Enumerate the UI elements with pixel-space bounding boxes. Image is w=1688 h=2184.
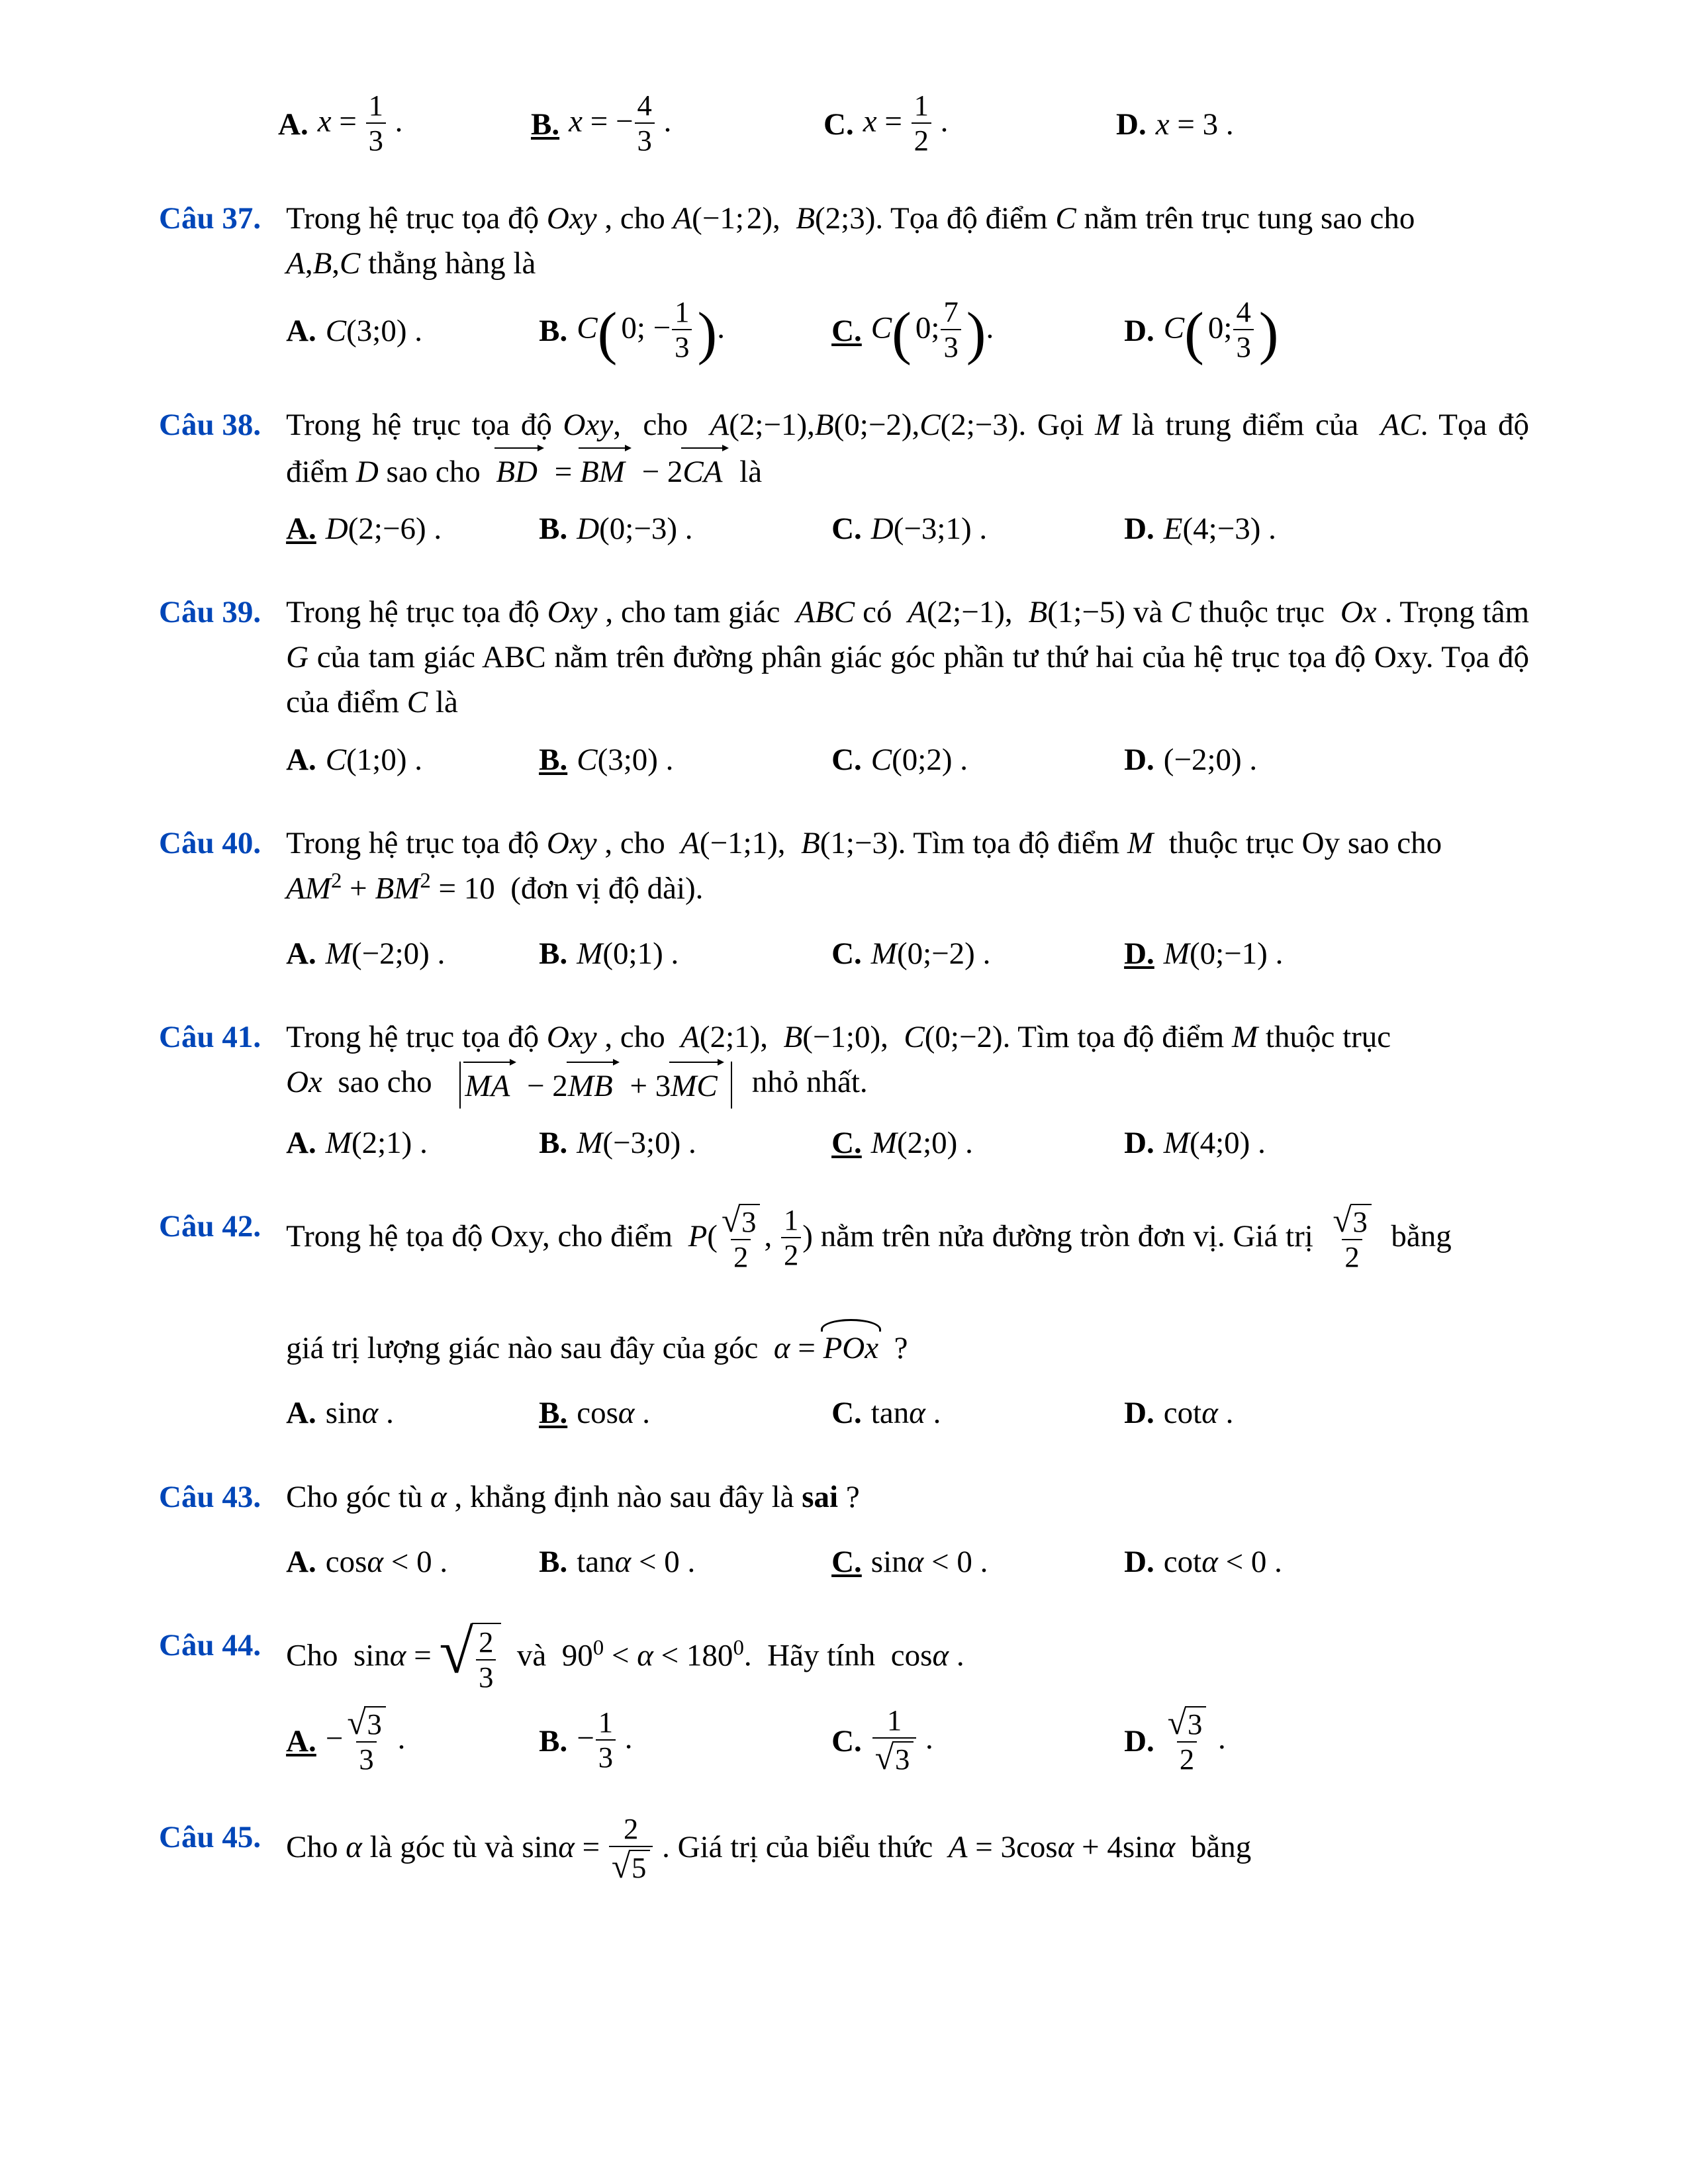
question-stem: Trong hệ trục tọa độ Oxy , cho A(2;1), B… — [286, 1015, 1529, 1109]
choice-D: D.M(4;0) . — [1124, 1120, 1529, 1165]
question-stem: Cho sinα = √23 và 900 < α < 1800. Hãy tí… — [286, 1623, 1529, 1694]
question-40: Câu 40. Trong hệ trục tọa độ Oxy , cho A… — [159, 821, 1529, 976]
choice-C: C.C(0;2) . — [831, 737, 1116, 782]
question-choices: A.M(2;1) . B.M(−3;0) . C.M(2;0) . D.M(4;… — [286, 1120, 1529, 1165]
question-label: Câu 40. — [159, 821, 261, 976]
question-stem: Trong hệ tọa độ Oxy, cho điểm P(√32, 12)… — [286, 1204, 1529, 1371]
question-body: Trong hệ trục tọa độ Oxy , cho A(2;1), B… — [286, 1015, 1529, 1165]
question-choices: A.C(1;0) . B.C(3;0) . C.C(0;2) . D.(−2;0… — [286, 737, 1529, 782]
choice-B: B. C(0; −13). — [539, 298, 823, 364]
choice-B: B. −13 . — [539, 1708, 823, 1774]
question-body: Trong hệ trục tọa độ Oxy , cho tam giác … — [286, 590, 1529, 782]
question-39: Câu 39. Trong hệ trục tọa độ Oxy , cho t… — [159, 590, 1529, 782]
question-43: Câu 43. Cho góc tù α , khẳng định nào sa… — [159, 1475, 1529, 1584]
choice-A: A. x = 13 . — [278, 91, 523, 158]
choice-C: C.sinα < 0 . — [831, 1539, 1116, 1584]
choice-D: D.cotα . — [1124, 1390, 1529, 1435]
question-stem: Trong hệ trục tọa độ Oxy , cho A(−1;1), … — [286, 821, 1529, 911]
question-label: Câu 44. — [159, 1623, 261, 1776]
choice-A: A. −√33 . — [286, 1706, 531, 1776]
choice-B: B.tanα < 0 . — [539, 1539, 823, 1584]
choice-A: A. C(3;0) . — [286, 308, 531, 353]
choice-D: D. x = 3 . — [1116, 102, 1529, 147]
exam-page: A. x = 13 . B. x = −43 . C. x = 12 . D. … — [0, 0, 1688, 2184]
choice-A: A.cosα < 0 . — [286, 1539, 531, 1584]
question-choices: A.M(−2;0) . B.M(0;1) . C.M(0;−2) . D.M(0… — [286, 931, 1529, 976]
choice-B: B. x = −43 . — [531, 91, 816, 158]
question-42: Câu 42. Trong hệ tọa độ Oxy, cho điểm P(… — [159, 1204, 1529, 1436]
question-stem: Cho α là góc tù và sinα = 2√5 . Giá trị … — [286, 1815, 1529, 1885]
choice-C: C.D(−3;1) . — [831, 506, 1116, 551]
option-letter: A. — [278, 102, 308, 147]
question-37: Câu 37. Trong hệ trục tọa độ Oxy , cho A… — [159, 196, 1529, 364]
question-body: Cho góc tù α , khẳng định nào sau đây là… — [286, 1475, 1529, 1584]
question-45: Câu 45. Cho α là góc tù và sinα = 2√5 . … — [159, 1815, 1529, 1885]
question-stem: Cho góc tù α , khẳng định nào sau đây là… — [286, 1475, 1529, 1520]
question-stem: Trong hệ trục tọa độ Oxy, cho A(2;−1),B(… — [286, 402, 1529, 494]
question-body: Cho α là góc tù và sinα = 2√5 . Giá trị … — [286, 1815, 1529, 1885]
choice-B: B.M(−3;0) . — [539, 1120, 823, 1165]
choice-D: D. √32 . — [1124, 1706, 1529, 1776]
choice-A: A.C(1;0) . — [286, 737, 531, 782]
question-label: Câu 41. — [159, 1015, 261, 1165]
question-label: Câu 45. — [159, 1815, 261, 1885]
option-content: x = 12 . — [863, 91, 949, 158]
question-body: Trong hệ trục tọa độ Oxy , cho A(−1;1), … — [286, 821, 1529, 976]
question-choices: A.sinα . B.cosα . C.tanα . D.cotα . — [286, 1390, 1529, 1435]
question-label: Câu 37. — [159, 196, 261, 364]
choice-D: D. C(0;43) — [1124, 298, 1529, 364]
choice-A: A.M(2;1) . — [286, 1120, 531, 1165]
choice-A: A.M(−2;0) . — [286, 931, 531, 976]
choice-A: A.D(2;−6) . — [286, 506, 531, 551]
choice-C: C.M(2;0) . — [831, 1120, 1116, 1165]
choice-D: D.E(4;−3) . — [1124, 506, 1529, 551]
choice-D: D.M(0;−1) . — [1124, 931, 1529, 976]
question-label: Câu 39. — [159, 590, 261, 782]
choice-C: C.M(0;−2) . — [831, 931, 1116, 976]
q36-tail-choices: A. x = 13 . B. x = −43 . C. x = 12 . D. … — [159, 91, 1529, 158]
question-body: Cho sinα = √23 và 900 < α < 1800. Hãy tí… — [286, 1623, 1529, 1776]
choice-C: C. C(0;73). — [831, 298, 1116, 364]
option-letter: C. — [823, 102, 854, 147]
option-letter: D. — [1116, 102, 1147, 147]
question-label: Câu 43. — [159, 1475, 261, 1584]
option-content: x = 13 . — [318, 91, 403, 158]
question-choices: A. −√33 . B. −13 . C. 1√3 . D. √32 . — [286, 1706, 1529, 1776]
question-choices: A.cosα < 0 . B.tanα < 0 . C.sinα < 0 . D… — [286, 1539, 1529, 1584]
question-label: Câu 42. — [159, 1204, 261, 1436]
choice-B: B.cosα . — [539, 1390, 823, 1435]
choice-B: B.D(0;−3) . — [539, 506, 823, 551]
option-content: x = −43 . — [569, 91, 671, 158]
question-label: Câu 38. — [159, 402, 261, 551]
question-38: Câu 38. Trong hệ trục tọa độ Oxy, cho A(… — [159, 402, 1529, 551]
choice-B: B.C(3;0) . — [539, 737, 823, 782]
question-body: Trong hệ trục tọa độ Oxy, cho A(2;−1),B(… — [286, 402, 1529, 551]
choice-C: C. x = 12 . — [823, 91, 1108, 158]
choice-D: D.(−2;0) . — [1124, 737, 1529, 782]
question-body: Trong hệ trục tọa độ Oxy , cho A(−1;2), … — [286, 196, 1529, 364]
question-choices: A.D(2;−6) . B.D(0;−3) . C.D(−3;1) . D.E(… — [286, 506, 1529, 551]
question-stem: Trong hệ trục tọa độ Oxy , cho A(−1;2), … — [286, 196, 1529, 286]
question-41: Câu 41. Trong hệ trục tọa độ Oxy , cho A… — [159, 1015, 1529, 1165]
question-choices: A. C(3;0) . B. C(0; −13). C. C(0;73). D.… — [286, 298, 1529, 364]
choice-B: B.M(0;1) . — [539, 931, 823, 976]
question-stem: Trong hệ trục tọa độ Oxy , cho tam giác … — [286, 590, 1529, 725]
choice-A: A.sinα . — [286, 1390, 531, 1435]
option-letter: B. — [531, 102, 559, 147]
choice-C: C.tanα . — [831, 1390, 1116, 1435]
question-44: Câu 44. Cho sinα = √23 và 900 < α < 1800… — [159, 1623, 1529, 1776]
choice-C: C. 1√3 . — [831, 1706, 1116, 1776]
option-content: x = 3 . — [1156, 102, 1234, 147]
choice-D: D.cotα < 0 . — [1124, 1539, 1529, 1584]
question-body: Trong hệ tọa độ Oxy, cho điểm P(√32, 12)… — [286, 1204, 1529, 1436]
